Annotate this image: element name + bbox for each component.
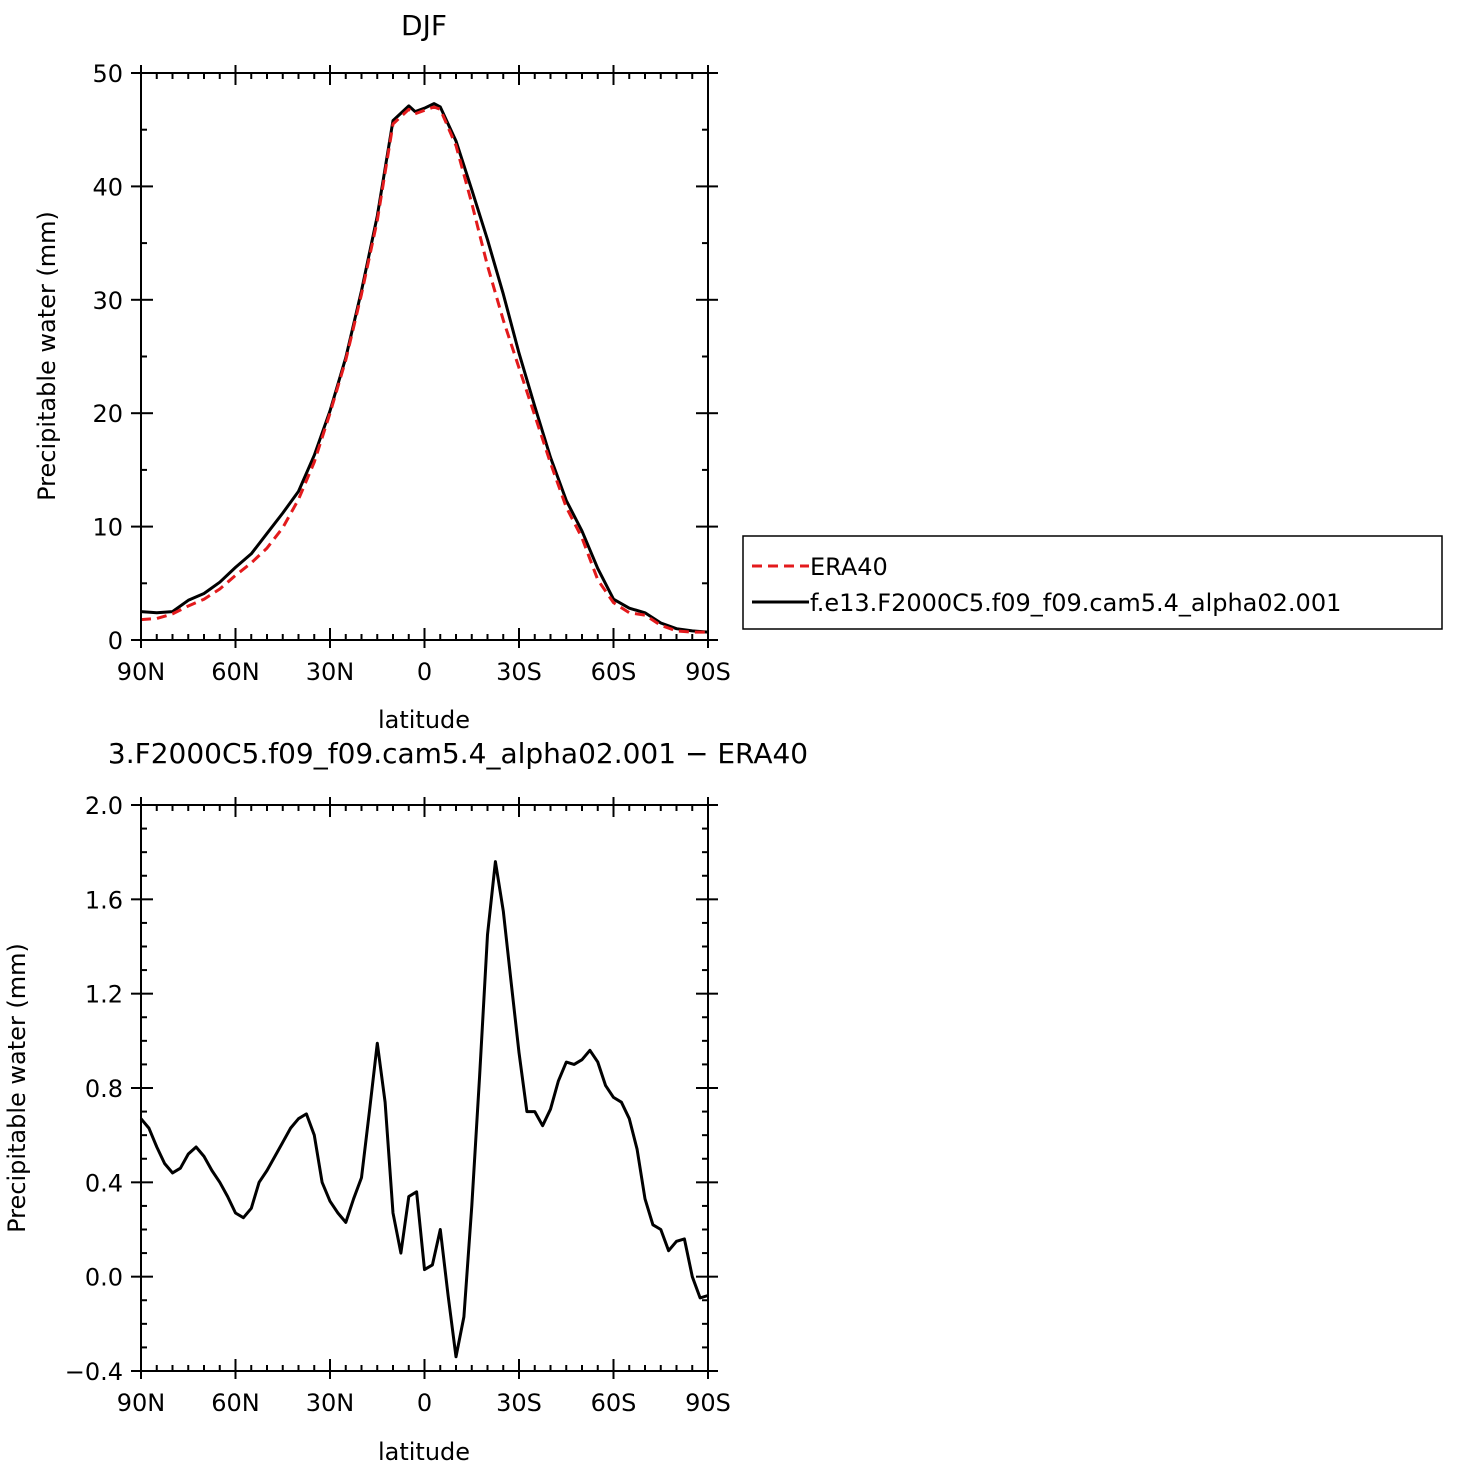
bottom-panel-y-tick-label: 0.8 (85, 1075, 123, 1103)
top-panel-y-tick-label: 30 (92, 287, 123, 315)
bottom-panel-y-tick-label: 0.4 (85, 1169, 123, 1197)
bottom-panel-x-tick-label: 30S (496, 1389, 542, 1417)
top-panel-x-tick-label: 90N (117, 658, 166, 686)
bottom-panel-x-tick-label: 90S (685, 1389, 731, 1417)
bottom-panel-plot-area (139, 860, 709, 1359)
top-panel-y-tick-label: 20 (92, 400, 123, 428)
top-panel-series-line-0 (140, 105, 708, 634)
legend-label-model: f.e13.F2000C5.f09_f09.cam5.4_alpha02.001 (810, 589, 1341, 617)
bottom-panel-x-tick-label: 60S (591, 1389, 637, 1417)
top-panel-x-tick-label: 30S (496, 658, 542, 686)
bottom-panel-x-tick-label: 60N (211, 1389, 260, 1417)
bottom-panel-y-axis-label: Precipitable water (mm) (3, 943, 31, 1233)
top-panel-y-axis-label: Precipitable water (mm) (33, 211, 61, 501)
top-panel-x-tick-label: 30N (306, 658, 355, 686)
top-panel-x-tick-label: 0 (417, 658, 432, 686)
bottom-panel: 3.F2000C5.f09_f09.cam5.4_alpha02.001 − E… (3, 737, 808, 1466)
bottom-panel-x-tick-label: 90N (117, 1389, 166, 1417)
bottom-panel-y-tick-label: 0.0 (85, 1264, 123, 1292)
top-panel-frame (140, 72, 709, 641)
top-panel-plot-area (140, 102, 709, 634)
bottom-panel-y-tick-label: −0.4 (65, 1358, 123, 1386)
legend-box (742, 535, 1443, 630)
top-panel-y-tick-label: 10 (92, 514, 123, 542)
bottom-panel-y-tick-label: 1.2 (85, 981, 123, 1009)
top-panel: DJF 90N 60N 30N 0 30S 60S 90S 0 10 20 30 40 50 latit… (33, 9, 731, 734)
bottom-panel-y-tick-label: 1.6 (85, 886, 123, 914)
top-panel-x-tick-label: 90S (685, 658, 731, 686)
bottom-panel-x-tick-label: 0 (417, 1389, 432, 1417)
top-panel-y-tick-label: 0 (108, 627, 123, 655)
top-panel-title: DJF (401, 9, 447, 42)
top-panel-x-axis-label: latitude (378, 706, 470, 734)
top-panel-series-line-1 (140, 102, 709, 634)
bottom-panel-title: 3.F2000C5.f09_f09.cam5.4_alpha02.001 − E… (108, 737, 808, 770)
bottom-panel-frame (140, 804, 709, 1372)
top-panel-y-tick-label: 50 (92, 60, 123, 88)
legend: ERA40 f.e13.F2000C5.f09_f09.cam5.4_alpha… (742, 535, 1443, 630)
bottom-panel-series-line-0 (139, 860, 709, 1359)
bottom-panel-x-axis-label: latitude (378, 1438, 470, 1466)
top-panel-x-tick-label: 60S (591, 658, 637, 686)
bottom-panel-x-tick-label: 30N (306, 1389, 355, 1417)
legend-label-era40: ERA40 (810, 553, 888, 581)
bottom-panel-y-tick-label: 2.0 (85, 792, 123, 820)
top-panel-x-tick-label: 60N (211, 658, 260, 686)
top-panel-y-tick-label: 40 (92, 173, 123, 201)
